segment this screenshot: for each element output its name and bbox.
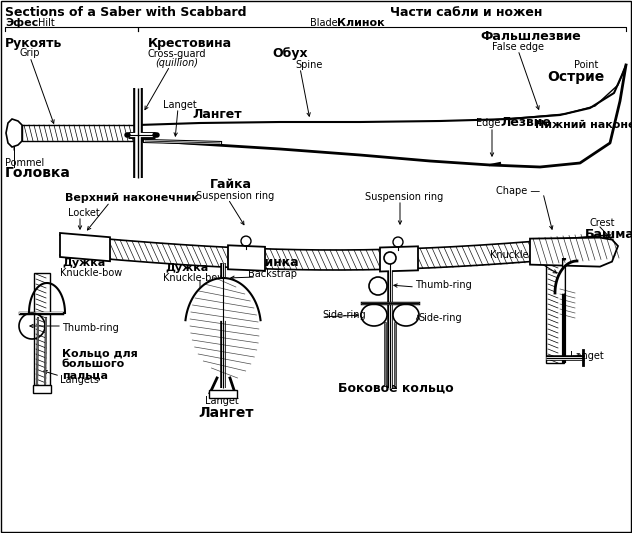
Text: Боковое кольцо: Боковое кольцо [338,382,454,394]
Text: Лангет: Лангет [198,406,253,420]
Text: Langet: Langet [570,351,604,361]
Text: Grip: Grip [20,48,40,58]
Text: Дужка: Дужка [62,258,106,268]
Bar [34,273,50,388]
Text: Langet: Langet [205,396,239,406]
Text: Sections of a Saber with Scabbard: Sections of a Saber with Scabbard [5,6,246,20]
Text: Knuckle-bow: Knuckle-bow [163,273,225,283]
Text: Side-ring: Side-ring [322,310,366,320]
Text: Hilt: Hilt [38,18,55,28]
Text: Blade: Blade [310,18,337,28]
Polygon shape [6,119,22,147]
Bar [22,125,138,141]
Text: Верхний наконечник: Верхний наконечник [65,193,198,203]
Text: Гайка: Гайка [210,179,252,191]
Text: Лезвие: Лезвие [500,117,551,130]
Text: Острие: Острие [547,70,604,84]
Polygon shape [228,245,265,271]
Text: Spine: Spine [295,60,322,70]
Text: Кольцо для: Кольцо для [62,348,138,358]
Text: Cross-guard: Cross-guard [148,49,207,59]
Text: Locket: Locket [68,208,100,218]
Text: большого: большого [62,359,125,369]
Text: Рукоять: Рукоять [5,36,63,50]
Text: Башмак: Башмак [585,229,632,241]
Text: Thumb-ring: Thumb-ring [62,323,119,333]
Text: Langets: Langets [60,375,99,385]
Bar [33,385,51,393]
Text: Части сабли и ножен: Части сабли и ножен [390,6,542,20]
Text: Крестовина: Крестовина [148,36,232,50]
Text: Клинок: Клинок [337,18,385,28]
Text: (quillion): (quillion) [155,58,198,68]
Text: Спинка: Спинка [247,256,299,270]
Text: Suspension ring: Suspension ring [365,192,443,202]
Text: Эфес: Эфес [5,18,39,28]
Bar [209,390,237,398]
Text: Нижний наконечник: Нижний наконечник [535,120,632,130]
Polygon shape [185,278,260,320]
Text: Langet: Langet [163,100,197,110]
Polygon shape [60,233,110,261]
Text: Knuckle-bow: Knuckle-bow [60,268,122,278]
Polygon shape [555,261,577,293]
Text: Backstrap: Backstrap [248,269,297,279]
Text: Дужка: Дужка [165,263,209,273]
Text: Suspension ring: Suspension ring [196,191,274,201]
Text: пальца: пальца [62,371,108,381]
Text: False edge: False edge [492,42,544,52]
Text: Edge: Edge [476,118,501,128]
Polygon shape [138,65,626,167]
Text: Chape —: Chape — [496,186,540,196]
Text: Обух: Обух [272,47,308,61]
Text: Головка: Головка [5,166,71,180]
Text: Crest: Crest [590,218,616,228]
Text: Side-ring: Side-ring [418,313,461,323]
Circle shape [384,252,396,264]
Polygon shape [530,238,618,266]
Text: Фальшлезвие: Фальшлезвие [480,30,581,44]
Text: Point: Point [574,60,598,70]
Polygon shape [380,246,418,271]
Text: Knuckle-bow: Knuckle-bow [490,250,552,260]
Bar [546,258,564,363]
Text: Лангет: Лангет [192,109,241,122]
Text: Thumb-ring: Thumb-ring [415,280,471,290]
Text: Pommel: Pommel [5,158,44,168]
